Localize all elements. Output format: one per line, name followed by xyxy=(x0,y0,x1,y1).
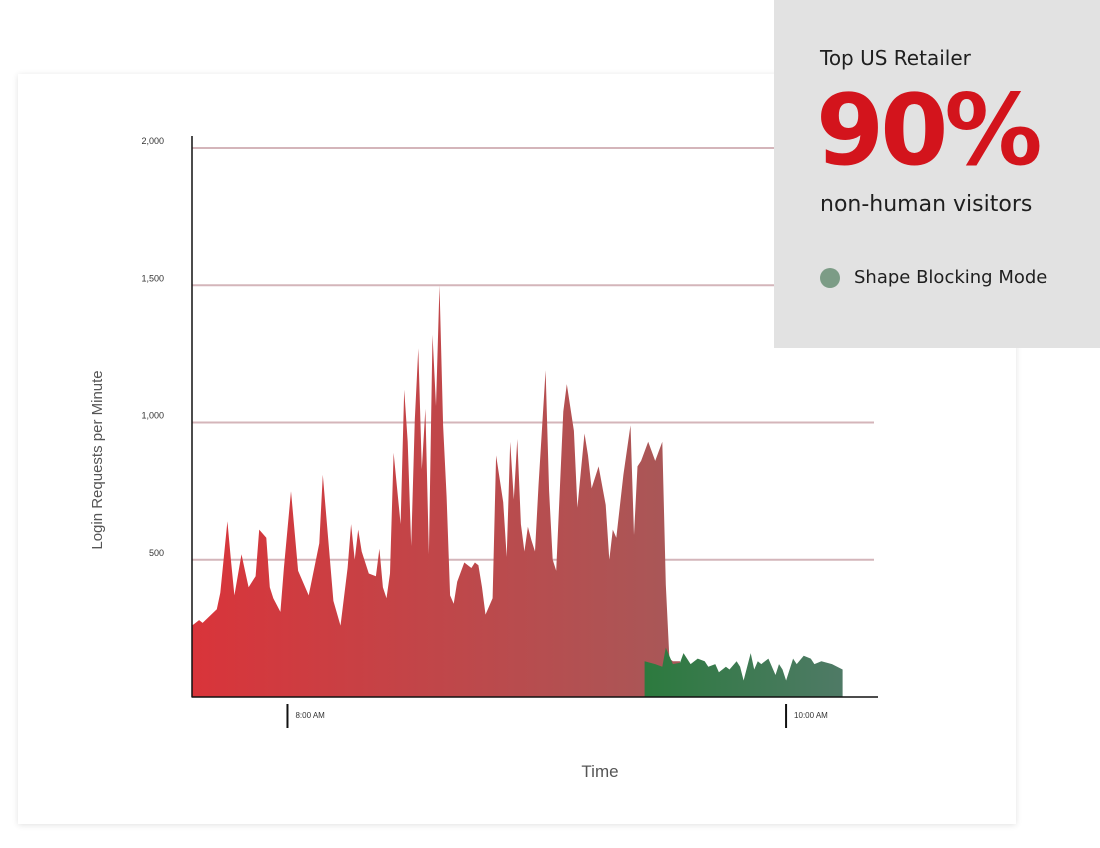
y-tick-label: 500 xyxy=(149,548,164,558)
stat-subtitle: Top US Retailer xyxy=(820,46,971,70)
series-areas xyxy=(192,285,843,697)
stat-panel: Top US Retailer 90% non-human visitors S… xyxy=(774,0,1100,348)
y-tick-label: 1,000 xyxy=(141,411,164,421)
legend-marker xyxy=(820,267,840,288)
axes: 500 1,000 1,500 2,000 8:00 AM 10:00 AM xyxy=(141,136,878,728)
x-tick-label: 10:00 AM xyxy=(794,711,828,720)
stat-big-value: 90% xyxy=(816,74,1043,188)
x-axis-label: Time xyxy=(581,762,618,781)
y-tick-label: 1,500 xyxy=(141,273,164,283)
legend: Shape Blocking Mode xyxy=(820,267,1047,288)
y-tick-label: 2,000 xyxy=(141,136,164,146)
y-axis-label: Login Requests per Minute xyxy=(89,370,106,549)
x-tick-label: 8:00 AM xyxy=(295,711,325,720)
area-chart: 500 1,000 1,500 2,000 8:00 AM 10:00 AM Login … xyxy=(89,136,878,781)
gridlines xyxy=(192,147,874,561)
stat-description: non-human visitors xyxy=(820,192,1033,217)
series-area xyxy=(192,285,680,697)
legend-label: Shape Blocking Mode xyxy=(854,267,1048,288)
series-area xyxy=(644,647,843,697)
